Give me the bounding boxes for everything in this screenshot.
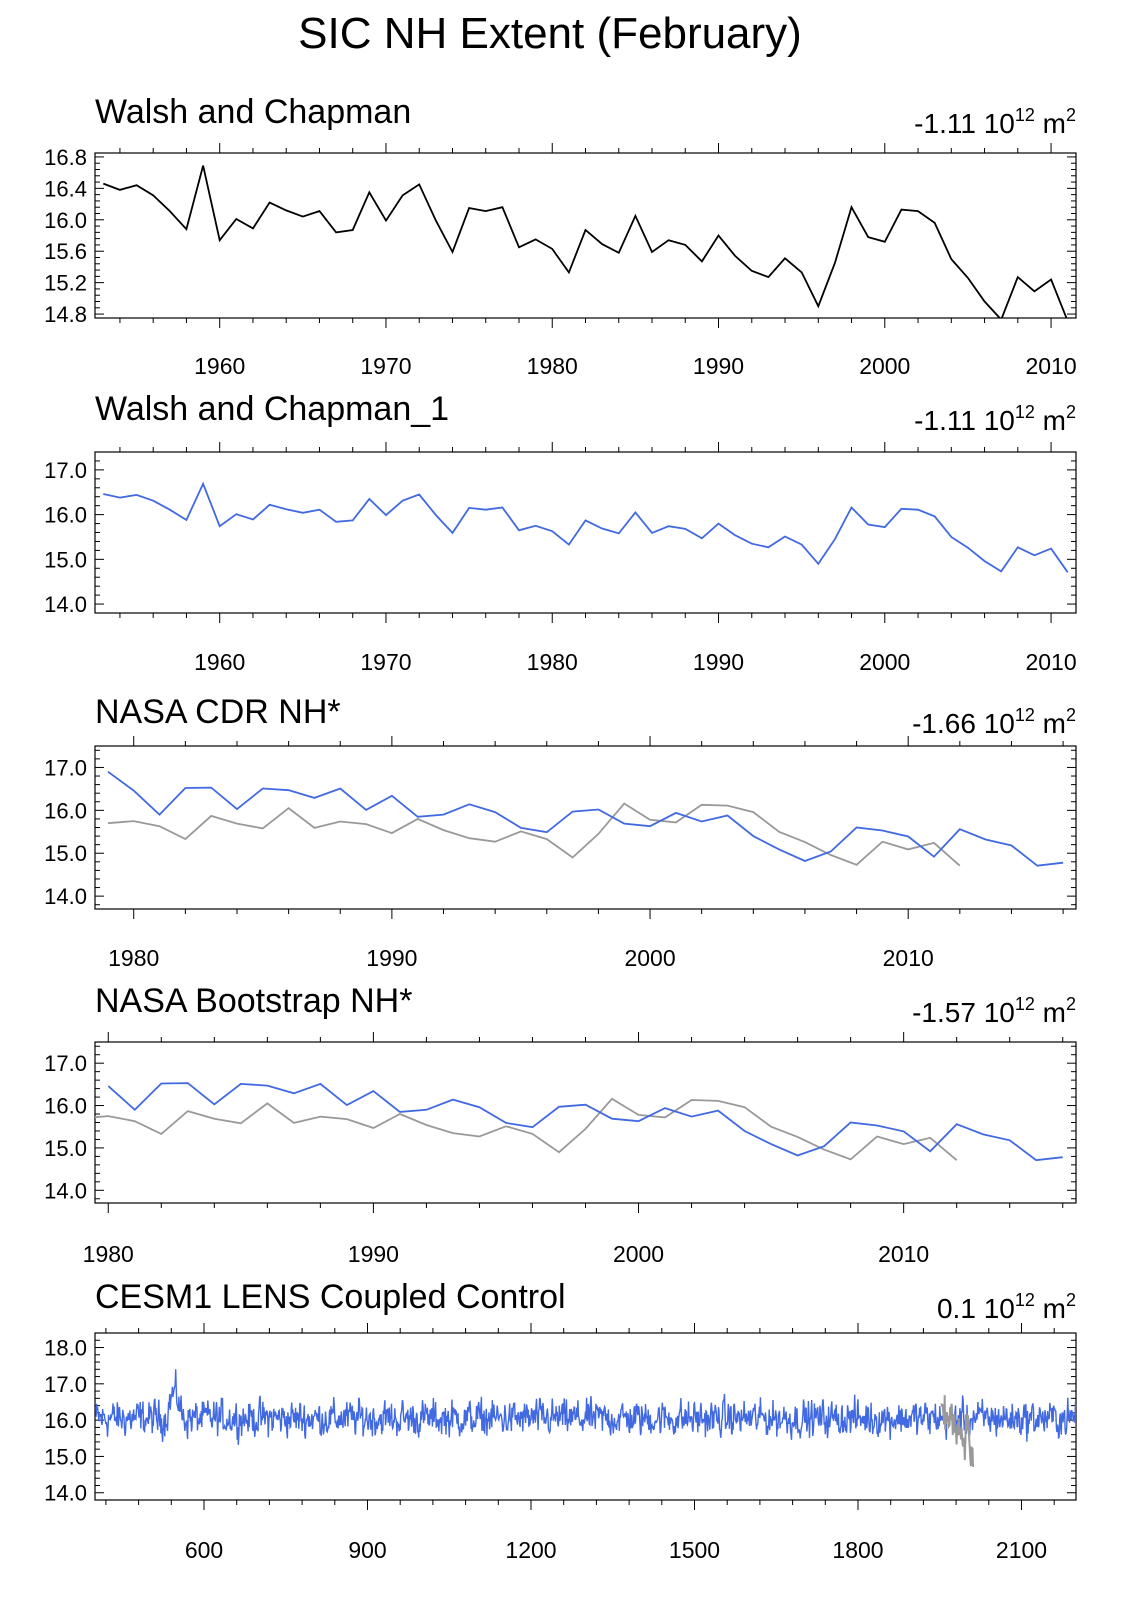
trend-part: m <box>1035 405 1066 436</box>
y-tick-label: 14.8 <box>44 302 87 327</box>
trend-part: 12 <box>1015 402 1035 422</box>
trend-part: 2 <box>1066 994 1076 1014</box>
y-tick-label: 17.0 <box>44 1372 87 1397</box>
x-tick-label: 1980 <box>83 1241 134 1267</box>
x-tick-label: 2010 <box>1025 649 1076 675</box>
y-tick-label: 15.0 <box>44 547 87 572</box>
x-tick-label: 2010 <box>883 945 934 971</box>
panel-title: NASA CDR NH* <box>95 693 341 731</box>
trend-part: 2 <box>1066 402 1076 422</box>
y-tick-label: 15.6 <box>44 239 87 264</box>
x-tick-label: 900 <box>348 1537 386 1563</box>
trend-part: m <box>1035 108 1066 139</box>
y-tick-label: 16.0 <box>44 503 87 528</box>
y-tick-label: 16.0 <box>44 1094 87 1119</box>
trend-part: -1.11 10 <box>914 405 1015 436</box>
y-tick-label: 17.0 <box>44 458 87 483</box>
y-tick-label: 14.0 <box>44 1481 87 1506</box>
series-line-1 <box>102 165 1068 318</box>
x-tick-label: 1990 <box>693 353 744 379</box>
trend-part: m <box>1035 708 1066 739</box>
panel-4: NASA Bootstrap NH* -1.57 1012 m2 14.0 15.0 1… <box>44 982 1077 1267</box>
trend-part: -1.57 10 <box>912 997 1015 1028</box>
trend-part: 12 <box>1015 705 1035 725</box>
figure-title: SIC NH Extent (February) <box>298 9 802 58</box>
series-line-2 <box>107 770 1064 867</box>
x-tick-label: 600 <box>185 1537 223 1563</box>
y-tick-label: 14.0 <box>44 884 87 909</box>
trend-part: 2 <box>1066 705 1076 725</box>
trend-part: -1.11 10 <box>914 108 1015 139</box>
x-tick-label: 1980 <box>108 945 159 971</box>
y-tick-label: 15.0 <box>44 1136 87 1161</box>
x-tick-label: 1990 <box>348 1241 399 1267</box>
plot-frame <box>94 745 1077 910</box>
y-tick-label: 16.0 <box>44 798 87 823</box>
y-tick-label: 18.0 <box>44 1336 87 1361</box>
x-tick-label: 1200 <box>505 1537 556 1563</box>
x-tick-label: 2010 <box>1025 353 1076 379</box>
panel-title: Walsh and Chapman_1 <box>95 390 449 428</box>
x-tick-label: 1500 <box>669 1537 720 1563</box>
trend-label: -1.66 1012 m2 <box>912 705 1076 739</box>
trend-label: -1.57 1012 m2 <box>912 994 1076 1028</box>
series-line-2 <box>107 1082 1063 1162</box>
trend-part: 2 <box>1066 1290 1076 1310</box>
trend-part: m <box>1035 1293 1066 1324</box>
y-tick-label: 15.2 <box>44 271 87 296</box>
panel-title: Walsh and Chapman <box>95 93 411 131</box>
trend-part: 0.1 10 <box>937 1293 1015 1324</box>
x-tick-label: 1990 <box>366 945 417 971</box>
panel-1: Walsh and Chapman -1.11 1012 m2 14.8 15.2 15… <box>44 93 1076 379</box>
trend-part: 2 <box>1066 105 1076 125</box>
x-tick-label: 1980 <box>527 353 578 379</box>
panel-3: NASA CDR NH* -1.66 1012 m2 14.0 15.0 16.0 17.… <box>44 693 1077 971</box>
x-tick-label: 2000 <box>859 649 910 675</box>
control-series-line <box>95 1369 1076 1445</box>
y-tick-label: 17.0 <box>44 1051 87 1076</box>
x-tick-label: 2010 <box>878 1241 929 1267</box>
trend-label: -1.11 1012 m2 <box>914 402 1076 436</box>
panels: Walsh and Chapman -1.11 1012 m214.815.215… <box>44 93 1076 1563</box>
series-line-1 <box>95 1097 958 1161</box>
trend-part: 12 <box>1015 105 1035 125</box>
x-tick-label: 1960 <box>194 649 245 675</box>
panel-2: Walsh and Chapman_1 -1.11 1012 m2 14.0 15.0… <box>44 390 1076 675</box>
y-tick-label: 15.0 <box>44 841 87 866</box>
trend-part: m <box>1035 997 1066 1028</box>
y-tick-label: 16.0 <box>44 208 87 233</box>
x-tick-label: 1960 <box>194 353 245 379</box>
panel-title: NASA Bootstrap NH* <box>95 982 412 1020</box>
series-line-1 <box>107 802 961 867</box>
x-tick-label: 1990 <box>693 649 744 675</box>
x-tick-label: 2000 <box>624 945 675 971</box>
overlay-series-line <box>940 1395 974 1468</box>
x-tick-label: 1970 <box>360 353 411 379</box>
y-tick-label: 16.4 <box>44 176 87 201</box>
x-tick-label: 2000 <box>613 1241 664 1267</box>
x-tick-label: 1800 <box>832 1537 883 1563</box>
panel-5: CESM1 LENS Coupled Control 0.1 1012 m2 14.… <box>44 1278 1077 1563</box>
x-tick-label: 2100 <box>996 1537 1047 1563</box>
x-tick-label: 1980 <box>527 649 578 675</box>
trend-part: 12 <box>1015 994 1035 1014</box>
panel-title: CESM1 LENS Coupled Control <box>95 1278 566 1316</box>
plot-frame <box>94 152 1077 319</box>
series-line-1 <box>103 481 1069 573</box>
plot-frame <box>94 451 1077 614</box>
y-tick-label: 16.8 <box>44 145 87 170</box>
trend-part: -1.66 10 <box>912 708 1015 739</box>
y-tick-label: 15.0 <box>44 1444 87 1469</box>
x-tick-label: 2000 <box>859 353 910 379</box>
y-tick-label: 14.0 <box>44 1178 87 1203</box>
x-tick-label: 1970 <box>360 649 411 675</box>
y-tick-label: 17.0 <box>44 755 87 780</box>
trend-part: 12 <box>1015 1290 1035 1310</box>
trend-label: -1.11 1012 m2 <box>914 105 1076 139</box>
trend-label: 0.1 1012 m2 <box>937 1290 1076 1324</box>
y-tick-label: 16.0 <box>44 1408 87 1433</box>
y-tick-label: 14.0 <box>44 592 87 617</box>
